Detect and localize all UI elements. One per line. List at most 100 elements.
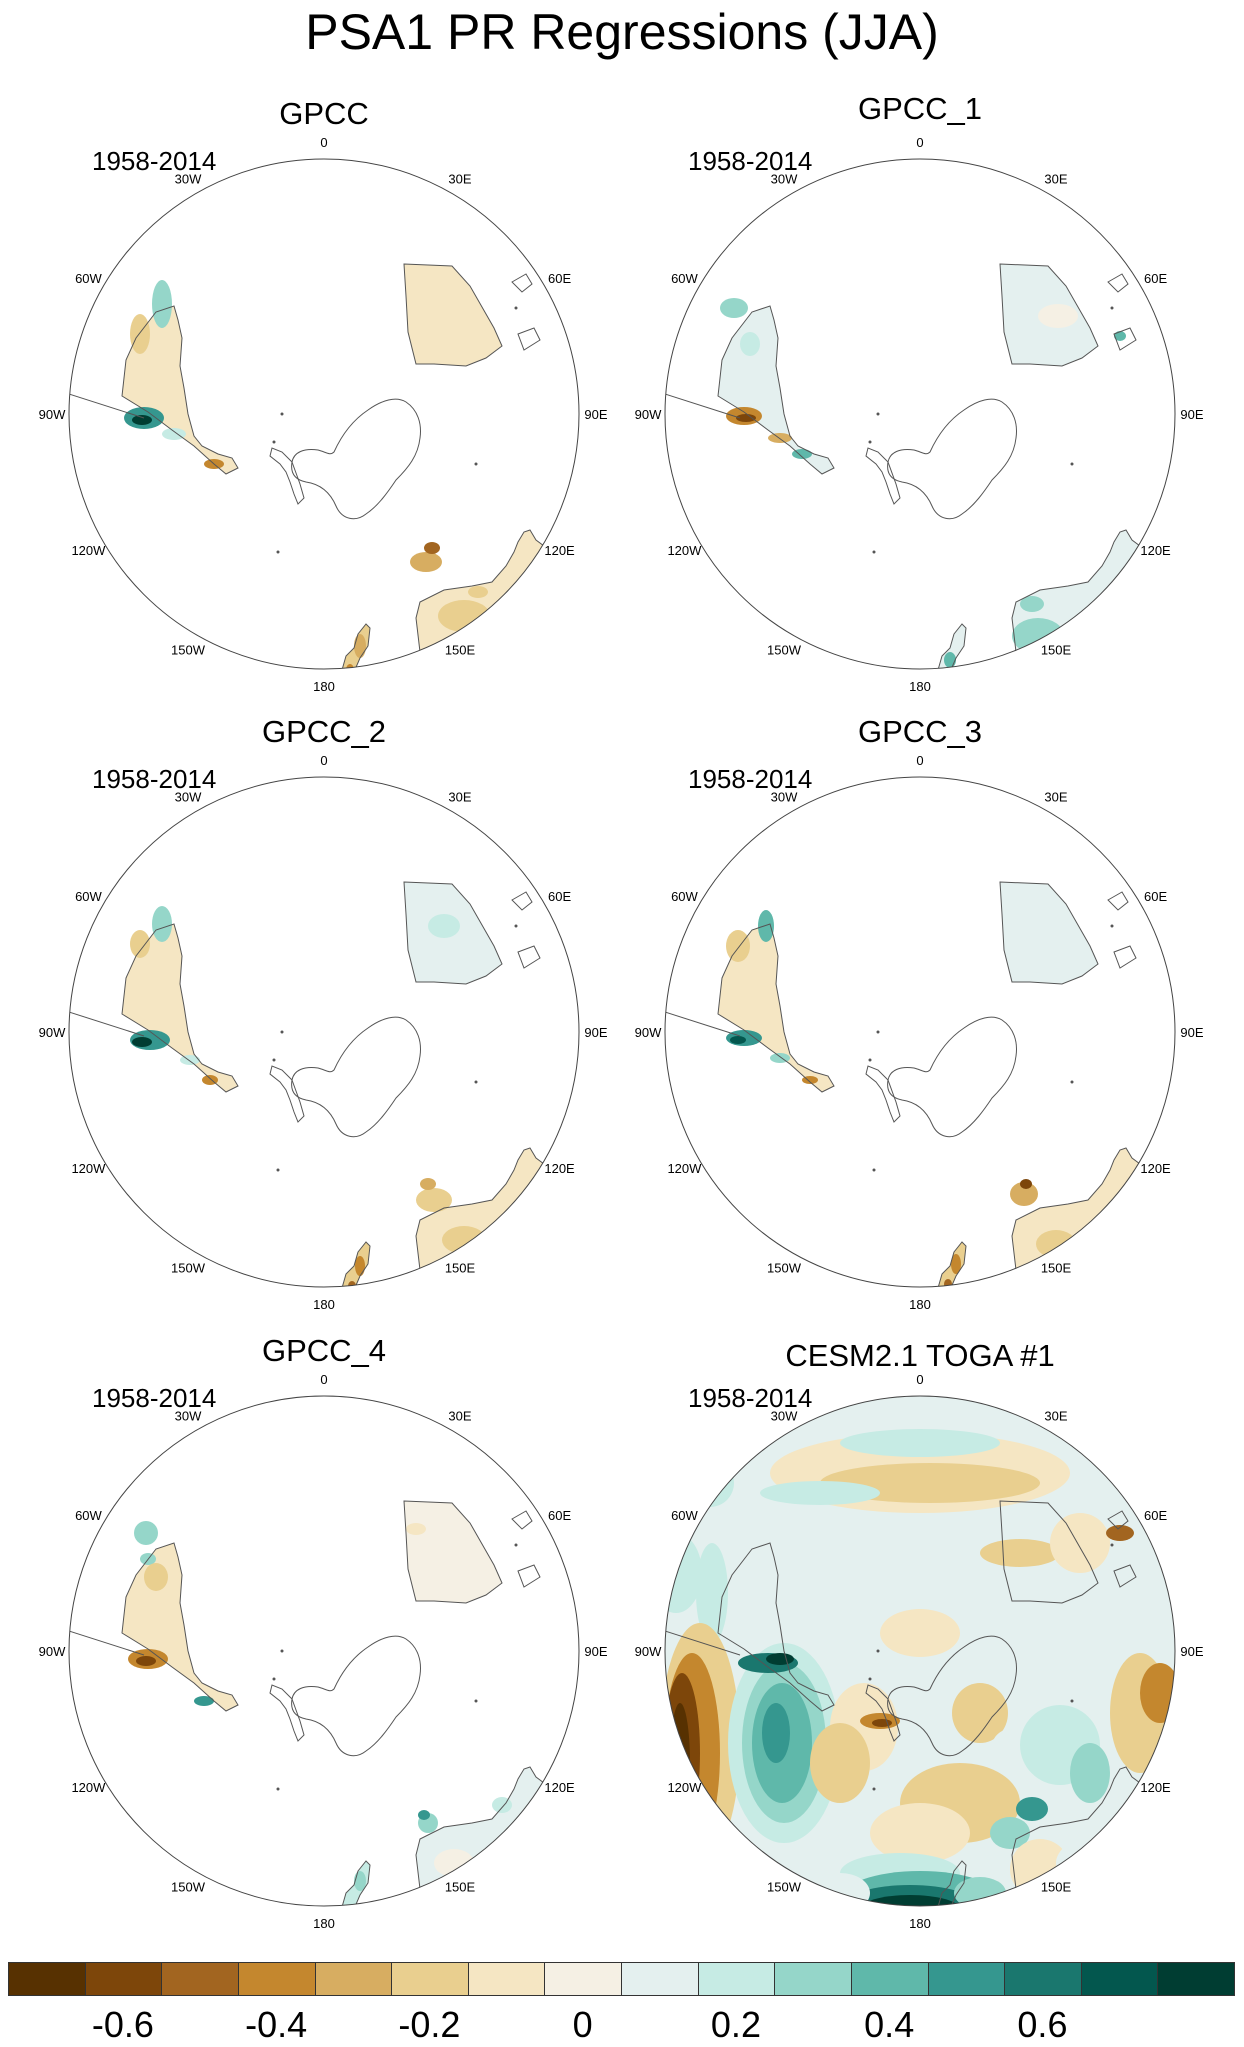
longitude-label: 30W [175,171,202,186]
field-contour [952,1683,1008,1743]
coastline-madagascar [517,327,541,351]
island [872,1787,876,1791]
map-boundary [68,158,580,670]
field-contour [758,910,774,942]
coastline-africa [403,263,503,367]
island [1070,462,1074,466]
coastline-nz [341,623,371,669]
field-contour [416,1188,452,1212]
panel-title: GPCC [279,96,369,131]
field-contour [700,1843,760,1903]
island [474,1699,478,1703]
longitude-label: 60E [1144,889,1167,904]
longitude-label: 180 [909,679,931,694]
field-contour [468,586,488,598]
coastline-antarctica [887,1635,1017,1757]
field-contour [1114,331,1126,341]
coastline-chile [665,1003,741,1037]
coastline-nz [341,1241,371,1287]
polar-map-gpcc-4: 0 30E 60E 90E 120E 150E 180 150W 120W 90W 60W 30W [39,1372,608,1931]
island [1070,1699,1074,1703]
colorbar-segment [161,1962,239,1996]
land-fill-nz [938,624,966,669]
island [280,412,284,416]
longitude-label: 30W [771,171,798,186]
colorbar-segment [1004,1962,1082,1996]
longitude-label: 60W [671,1508,698,1523]
longitude-label: 120E [544,1161,575,1176]
field-contour [136,1656,156,1666]
colorbar-segment [1157,1962,1235,1996]
island [868,440,872,444]
coastline-peninsula [865,1065,901,1123]
longitude-label: 180 [313,679,335,694]
field-contour [944,1279,952,1287]
field-contour [410,552,442,572]
longitude-label: 150E [445,1880,476,1895]
field-contour [412,280,432,300]
map-panel-gpcc: GPCC 1958-2014 0 30E 60E 90E 120E 150E 180 150W… [24,96,624,696]
field-contour [792,449,812,459]
longitude-label: 90E [1180,407,1203,422]
longitude-label: 120E [1140,543,1171,558]
land-fill-samerica [718,924,834,1092]
island [280,1649,284,1653]
field-contour [665,1533,702,1613]
panel-title: GPCC_4 [261,1333,387,1368]
longitude-label: 120W [71,1161,106,1176]
colorbar-segment [850,1962,929,1996]
field-contour [670,1703,690,1823]
longitude-label: 150W [171,1261,206,1276]
longitude-label: 180 [909,1297,931,1312]
colorbar [8,1962,1235,1998]
field-contour [686,1459,734,1507]
colorbar-segment [697,1962,776,1996]
field-contour [1050,1513,1110,1573]
field-contour [1126,1789,1166,1849]
map-boundary [664,158,1176,670]
island [474,462,478,466]
polar-map-gpcc-3: 0 30E 60E 90E 120E 150E 180 150W 120W 90W 60W 30W [635,753,1204,1312]
coastline-chile [69,385,145,419]
colorbar-tick-label: -0.4 [245,2004,308,2045]
colorbar-tick-label: 0.4 [864,2004,915,2045]
colorbar-segment [237,1962,316,1996]
longitude-label: 60W [75,271,102,286]
panel-period: 1958-2014 [92,764,217,794]
field-contour [132,415,152,425]
field-contour [406,1523,426,1535]
colorbar-segment [544,1962,622,1996]
island [872,550,876,554]
map-panel-gpcc-4: GPCC_4 1958-2014 0 30E 60E 90E 120E 150E 180 15… [24,1333,624,1933]
field-contour [736,414,756,422]
longitude-label: 30E [448,171,471,186]
coastline-arabia [511,1510,533,1530]
longitude-label: 120E [544,543,575,558]
figure-title: PSA1 PR Regressions (JJA) [305,4,939,60]
longitude-label: 30W [771,789,798,804]
coastline-peninsula [865,1684,901,1742]
field-contour [418,1810,430,1820]
coastline-madagascar [1113,327,1137,351]
coastline-arabia [511,891,533,911]
coastline-peninsula [269,1684,305,1742]
map-boundary [68,1395,580,1907]
field-contour [810,1723,870,1803]
island [876,1649,880,1653]
longitude-label: 120W [71,1780,106,1795]
longitude-label: 90W [635,1025,662,1040]
longitude-label: 180 [909,1916,931,1931]
longitude-label: 120E [544,1780,575,1795]
field-contour [944,652,956,668]
coastline-peninsula [269,1065,305,1123]
longitude-label: 0 [916,753,923,768]
field-contour [1106,1525,1134,1541]
coastline-africa [999,881,1099,985]
island [876,1030,880,1034]
field-contour [134,1521,158,1545]
longitude-label: 30E [1044,171,1067,186]
panel-period: 1958-2014 [688,1383,813,1413]
longitude-label: 30E [448,1408,471,1423]
colorbar-tick-label: 0 [572,2004,593,2045]
longitude-label: 60E [548,889,571,904]
